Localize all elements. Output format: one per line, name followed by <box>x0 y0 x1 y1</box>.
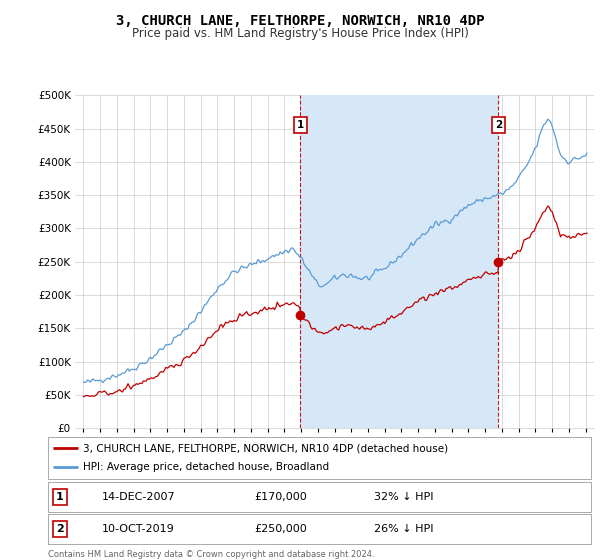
Text: Price paid vs. HM Land Registry's House Price Index (HPI): Price paid vs. HM Land Registry's House … <box>131 27 469 40</box>
Bar <box>301 95 499 428</box>
Text: 1: 1 <box>56 492 64 502</box>
Text: 2: 2 <box>56 524 64 534</box>
Text: 3, CHURCH LANE, FELTHORPE, NORWICH, NR10 4DP (detached house): 3, CHURCH LANE, FELTHORPE, NORWICH, NR10… <box>83 443 448 453</box>
Text: 2: 2 <box>495 120 502 130</box>
Text: 3, CHURCH LANE, FELTHORPE, NORWICH, NR10 4DP: 3, CHURCH LANE, FELTHORPE, NORWICH, NR10… <box>116 14 484 28</box>
Text: 14-DEC-2007: 14-DEC-2007 <box>103 492 176 502</box>
Text: £170,000: £170,000 <box>254 492 307 502</box>
Text: 26% ↓ HPI: 26% ↓ HPI <box>374 524 433 534</box>
Text: HPI: Average price, detached house, Broadland: HPI: Average price, detached house, Broa… <box>83 463 329 473</box>
Text: 32% ↓ HPI: 32% ↓ HPI <box>374 492 433 502</box>
Text: Contains HM Land Registry data © Crown copyright and database right 2024.
This d: Contains HM Land Registry data © Crown c… <box>48 550 374 560</box>
Text: £250,000: £250,000 <box>254 524 307 534</box>
Text: 1: 1 <box>297 120 304 130</box>
Text: 10-OCT-2019: 10-OCT-2019 <box>103 524 175 534</box>
